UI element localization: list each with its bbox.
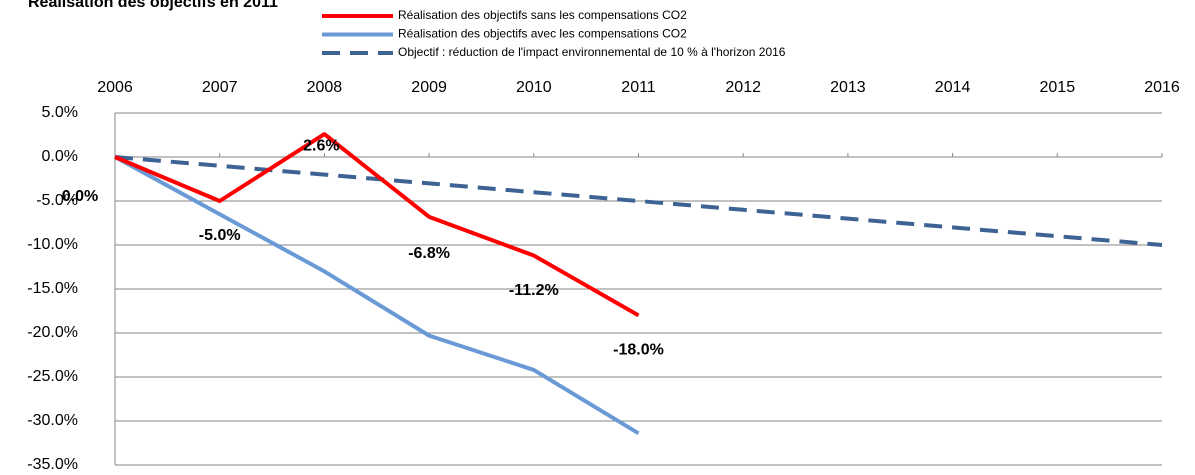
x-tick-label: 2006 — [97, 79, 133, 96]
data-label: -5.0% — [199, 227, 241, 244]
x-tick-label: 2015 — [1040, 79, 1076, 96]
y-tick-label: -15.0% — [27, 280, 78, 297]
x-tick-label: 2013 — [830, 79, 866, 96]
x-tick-label: 2010 — [516, 79, 552, 96]
y-tick-label: -20.0% — [27, 324, 78, 341]
series-line — [114, 155, 1163, 247]
y-tick-label: -10.0% — [27, 236, 78, 253]
series-line — [114, 155, 640, 436]
x-tick-label: 2012 — [725, 79, 761, 96]
series-line — [114, 132, 640, 318]
legend-label: Réalisation des objectifs sans les compe… — [398, 8, 687, 22]
y-tick-label: -35.0% — [27, 456, 78, 473]
x-tick-label: 2007 — [202, 79, 238, 96]
y-tick-label: -25.0% — [27, 368, 78, 385]
x-tick-label: 2009 — [411, 79, 447, 96]
x-tick-label: 2016 — [1144, 79, 1180, 96]
x-tick-label: 2014 — [935, 79, 971, 96]
legend-label: Réalisation des objectifs avec les compe… — [398, 27, 687, 41]
legend-label: Objectif : réduction de l'impact environ… — [398, 45, 786, 59]
y-tick-label: -5.0% — [36, 192, 78, 209]
data-label: 0.0% — [62, 188, 98, 205]
x-tick-label: 2008 — [307, 79, 343, 96]
chart-title: Réalisation des objectifs en 2011 — [28, 0, 278, 11]
x-tick-label: 2011 — [621, 79, 656, 96]
data-label: -11.2% — [509, 282, 559, 299]
data-label: -6.8% — [408, 245, 450, 262]
data-label: 2.6% — [303, 137, 339, 154]
y-tick-label: -30.0% — [27, 412, 78, 429]
y-tick-label: 5.0% — [42, 104, 78, 121]
data-label: -18.0% — [613, 342, 664, 359]
y-tick-label: 0.0% — [42, 148, 78, 165]
